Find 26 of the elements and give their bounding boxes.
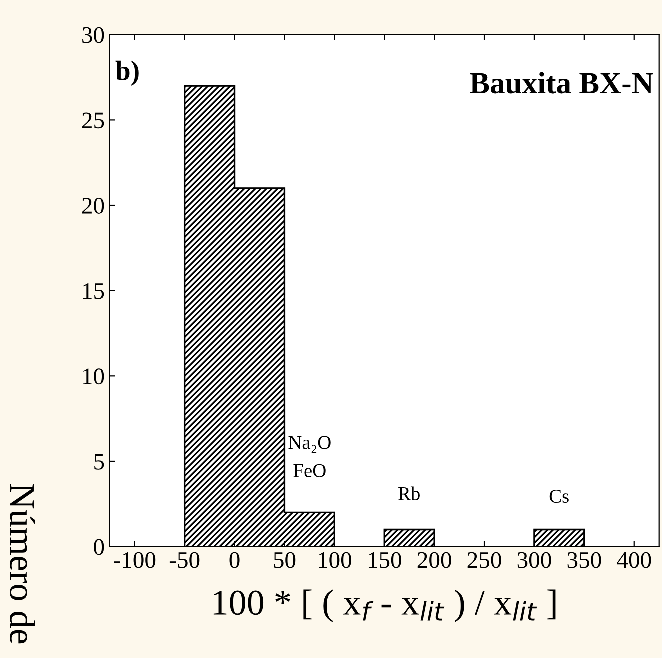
annotation: b) <box>116 60 139 86</box>
y-tick-label: 30 <box>82 27 104 44</box>
x-tick-label: -50 <box>170 552 200 568</box>
annotation: Rb <box>398 486 420 500</box>
text: Bauxita BX-N <box>470 72 654 94</box>
y-tick-label: 0 <box>94 539 104 556</box>
x-tick-label: -100 <box>114 552 156 568</box>
x-tick-label: 150 <box>368 552 402 568</box>
y-tick-label: 20 <box>82 198 104 214</box>
annotation: Cs <box>550 490 569 504</box>
x-tick-label: 300 <box>518 552 552 568</box>
x-tick-label: 50 <box>274 552 296 568</box>
x-tick-label: 400 <box>617 552 652 568</box>
y-tick-label: 15 <box>83 283 104 300</box>
y-tick-label: 10 <box>83 368 104 385</box>
annotation: Na₂O <box>288 436 331 454</box>
x-tick-label: 100 <box>319 552 352 568</box>
y-tick-label: 5 <box>94 454 104 470</box>
x-tick-label: 0 <box>230 552 240 568</box>
y-tick-label: 25 <box>82 112 104 129</box>
x-axis-title: 100 * [ ( x$_{f}$ - x$_{lit}$ ) / x$_{lit}$ ] <box>214 590 556 622</box>
x-tick-label: 200 <box>418 552 452 568</box>
x-tick-label: 250 <box>468 552 502 568</box>
x-tick-label: 350 <box>568 552 602 568</box>
annotation: FeO <box>294 464 326 478</box>
y-axis-title: Número de <box>10 484 36 644</box>
